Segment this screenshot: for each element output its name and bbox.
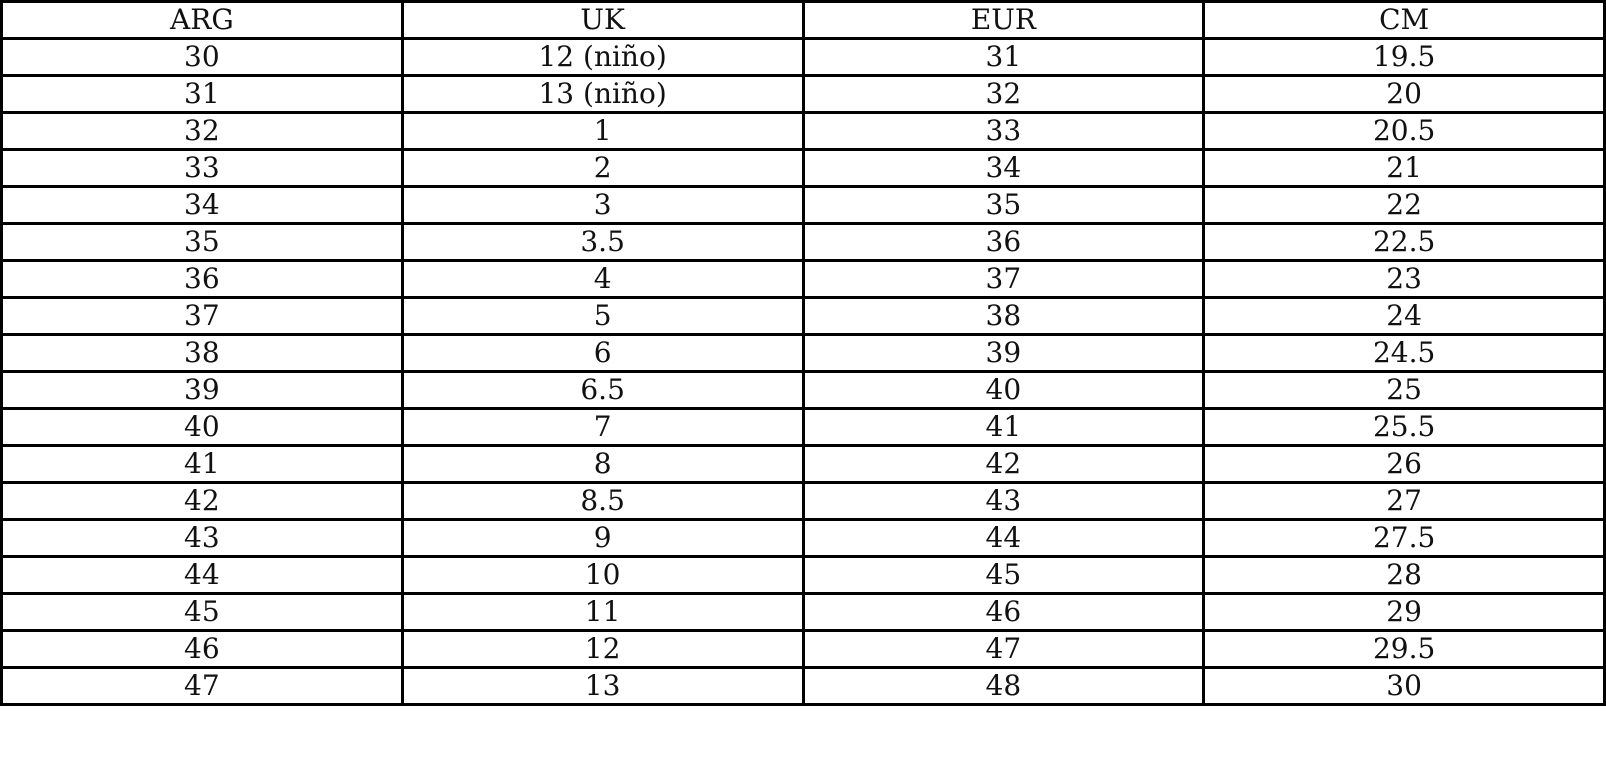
cell-uk: 6.5 — [400, 370, 805, 410]
header-cm: CM — [1202, 0, 1606, 40]
cell-uk: 5 — [400, 296, 805, 336]
cell-eur: 37 — [801, 259, 1206, 299]
cell-eur: 34 — [801, 148, 1206, 188]
cell-eur: 47 — [801, 629, 1206, 669]
cell-arg: 31 — [0, 74, 404, 114]
cell-eur: 39 — [801, 333, 1206, 373]
cell-eur: 44 — [801, 518, 1206, 558]
cell-arg: 37 — [0, 296, 404, 336]
cell-cm: 22.5 — [1202, 222, 1606, 262]
cell-uk: 8 — [400, 444, 805, 484]
cell-cm: 24.5 — [1202, 333, 1606, 373]
header-uk: UK — [400, 0, 805, 40]
cell-eur: 31 — [801, 37, 1206, 77]
cell-arg: 47 — [0, 666, 404, 706]
table-row: 33 2 34 21 — [0, 148, 1606, 188]
cell-arg: 35 — [0, 222, 404, 262]
header-row: ARG UK EUR CM — [0, 0, 1606, 40]
cell-uk: 3.5 — [400, 222, 805, 262]
cell-arg: 44 — [0, 555, 404, 595]
cell-arg: 42 — [0, 481, 404, 521]
table-row: 32 1 33 20.5 — [0, 111, 1606, 151]
table-row: 34 3 35 22 — [0, 185, 1606, 225]
cell-eur: 48 — [801, 666, 1206, 706]
table-row: 38 6 39 24.5 — [0, 333, 1606, 373]
cell-uk: 11 — [400, 592, 805, 632]
cell-uk: 3 — [400, 185, 805, 225]
cell-cm: 19.5 — [1202, 37, 1606, 77]
table-row: 47 13 48 30 — [0, 666, 1606, 706]
header-eur: EUR — [801, 0, 1206, 40]
cell-cm: 30 — [1202, 666, 1606, 706]
cell-arg: 38 — [0, 333, 404, 373]
cell-uk: 12 (niño) — [400, 37, 805, 77]
cell-arg: 39 — [0, 370, 404, 410]
cell-cm: 26 — [1202, 444, 1606, 484]
table-row: 31 13 (niño) 32 20 — [0, 74, 1606, 114]
table-row: 40 7 41 25.5 — [0, 407, 1606, 447]
cell-eur: 43 — [801, 481, 1206, 521]
cell-uk: 1 — [400, 111, 805, 151]
cell-eur: 41 — [801, 407, 1206, 447]
cell-uk: 9 — [400, 518, 805, 558]
cell-uk: 13 — [400, 666, 805, 706]
cell-uk: 2 — [400, 148, 805, 188]
table-row: 41 8 42 26 — [0, 444, 1606, 484]
table-row: 39 6.5 40 25 — [0, 370, 1606, 410]
table-row: 36 4 37 23 — [0, 259, 1606, 299]
table-row: 42 8.5 43 27 — [0, 481, 1606, 521]
cell-arg: 34 — [0, 185, 404, 225]
cell-cm: 27.5 — [1202, 518, 1606, 558]
cell-uk: 13 (niño) — [400, 74, 805, 114]
table-row: 43 9 44 27.5 — [0, 518, 1606, 558]
cell-cm: 28 — [1202, 555, 1606, 595]
cell-eur: 46 — [801, 592, 1206, 632]
cell-uk: 8.5 — [400, 481, 805, 521]
table-row: 30 12 (niño) 31 19.5 — [0, 37, 1606, 77]
cell-cm: 20 — [1202, 74, 1606, 114]
cell-cm: 20.5 — [1202, 111, 1606, 151]
cell-arg: 30 — [0, 37, 404, 77]
table-row: 45 11 46 29 — [0, 592, 1606, 632]
cell-uk: 6 — [400, 333, 805, 373]
cell-uk: 10 — [400, 555, 805, 595]
cell-cm: 23 — [1202, 259, 1606, 299]
cell-arg: 33 — [0, 148, 404, 188]
cell-cm: 21 — [1202, 148, 1606, 188]
cell-arg: 40 — [0, 407, 404, 447]
table-row: 44 10 45 28 — [0, 555, 1606, 595]
cell-eur: 33 — [801, 111, 1206, 151]
cell-eur: 36 — [801, 222, 1206, 262]
table-row: 35 3.5 36 22.5 — [0, 222, 1606, 262]
size-conversion-table: ARG UK EUR CM 30 12 (niño) 31 19.5 31 13 (niñ… — [0, 0, 1606, 706]
table-row: 46 12 47 29.5 — [0, 629, 1606, 669]
cell-cm: 27 — [1202, 481, 1606, 521]
cell-uk: 7 — [400, 407, 805, 447]
cell-eur: 35 — [801, 185, 1206, 225]
cell-cm: 29 — [1202, 592, 1606, 632]
cell-arg: 45 — [0, 592, 404, 632]
cell-uk: 4 — [400, 259, 805, 299]
table-body: 30 12 (niño) 31 19.5 31 13 (niño) 32 20 32 1 33 20.… — [0, 37, 1606, 706]
cell-uk: 12 — [400, 629, 805, 669]
cell-cm: 25.5 — [1202, 407, 1606, 447]
cell-arg: 32 — [0, 111, 404, 151]
header-arg: ARG — [0, 0, 404, 40]
cell-eur: 38 — [801, 296, 1206, 336]
table-row: 37 5 38 24 — [0, 296, 1606, 336]
cell-arg: 46 — [0, 629, 404, 669]
cell-cm: 25 — [1202, 370, 1606, 410]
cell-eur: 42 — [801, 444, 1206, 484]
cell-eur: 32 — [801, 74, 1206, 114]
cell-cm: 22 — [1202, 185, 1606, 225]
cell-arg: 36 — [0, 259, 404, 299]
cell-arg: 43 — [0, 518, 404, 558]
cell-eur: 40 — [801, 370, 1206, 410]
cell-cm: 24 — [1202, 296, 1606, 336]
cell-eur: 45 — [801, 555, 1206, 595]
cell-cm: 29.5 — [1202, 629, 1606, 669]
cell-arg: 41 — [0, 444, 404, 484]
